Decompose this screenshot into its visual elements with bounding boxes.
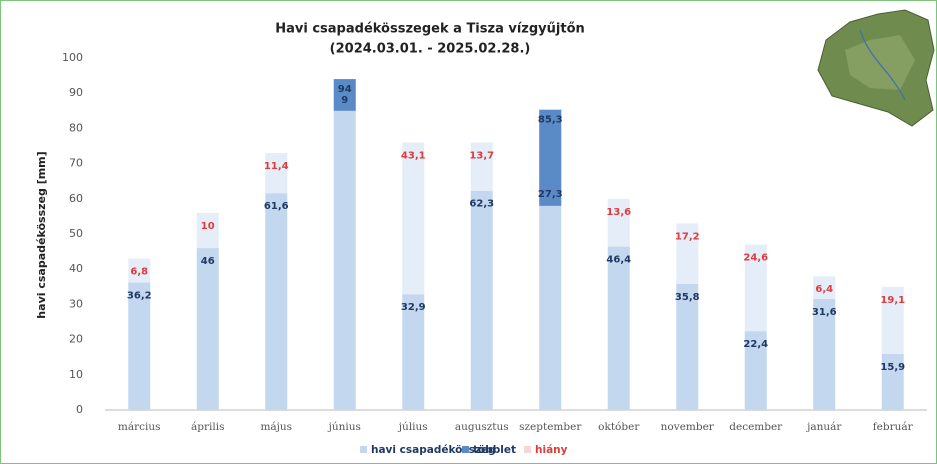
legend-label: hiány bbox=[535, 444, 568, 456]
chart-subtitle: (2024.03.01. - 2025.02.28.) bbox=[330, 42, 531, 57]
data-label: 6,8 bbox=[130, 267, 148, 278]
data-label: 36,2 bbox=[127, 291, 152, 302]
y-tick-label: 60 bbox=[69, 192, 83, 205]
data-label: 46,4 bbox=[606, 255, 631, 266]
y-tick-label: 10 bbox=[69, 368, 83, 381]
data-label: 27,3 bbox=[538, 189, 563, 200]
bar-segment bbox=[265, 193, 287, 410]
data-label: 6,4 bbox=[815, 284, 833, 295]
data-label: 13,7 bbox=[469, 150, 494, 161]
bar-segment bbox=[334, 79, 356, 410]
x-tick-label: július bbox=[397, 421, 428, 433]
legend-label: többlet bbox=[473, 444, 516, 456]
bar-segment bbox=[197, 248, 219, 410]
y-tick-label: 20 bbox=[69, 333, 83, 346]
y-tick-label: 0 bbox=[76, 403, 83, 416]
data-label: 61,6 bbox=[264, 201, 289, 212]
x-tick-label: március bbox=[118, 421, 161, 433]
y-tick-label: 70 bbox=[69, 157, 83, 170]
bar-segment bbox=[128, 283, 150, 410]
data-label: 46 bbox=[201, 256, 215, 267]
data-label: 19,1 bbox=[880, 295, 905, 306]
y-tick-label: 30 bbox=[69, 297, 83, 310]
data-label: 9 bbox=[341, 95, 348, 106]
chart: Havi csapadékösszegek a Tisza vízgyűjtőn… bbox=[0, 0, 937, 464]
data-label: 62,3 bbox=[469, 199, 494, 210]
data-label: 15,9 bbox=[880, 362, 905, 373]
legend-swatch bbox=[462, 446, 469, 453]
y-tick-label: 100 bbox=[62, 51, 83, 64]
bar-segment bbox=[265, 153, 287, 193]
data-label: 85,3 bbox=[538, 115, 563, 126]
data-label: 32,9 bbox=[401, 302, 426, 313]
legend-swatch bbox=[360, 446, 367, 453]
y-tick-label: 40 bbox=[69, 262, 83, 275]
data-label: 31,6 bbox=[812, 307, 837, 318]
legend-swatch bbox=[524, 446, 531, 453]
data-label: 10 bbox=[201, 221, 215, 232]
x-tick-label: január bbox=[805, 421, 842, 433]
data-label: 94 bbox=[338, 84, 352, 95]
data-label: 11,4 bbox=[264, 161, 289, 172]
x-tick-label: november bbox=[661, 421, 715, 433]
x-tick-label: október bbox=[598, 421, 640, 433]
x-tick-label: június bbox=[327, 421, 361, 433]
x-tick-label: szeptember bbox=[519, 421, 582, 433]
bar-segment bbox=[471, 191, 493, 410]
x-tick-label: április bbox=[191, 421, 224, 433]
data-label: 24,6 bbox=[743, 253, 768, 264]
data-label: 17,2 bbox=[675, 231, 700, 242]
x-tick-label: február bbox=[873, 421, 914, 433]
y-tick-label: 80 bbox=[69, 121, 83, 134]
x-tick-label: december bbox=[729, 421, 783, 433]
x-tick-label: május bbox=[260, 421, 292, 433]
chart-title: Havi csapadékösszegek a Tisza vízgyűjtőn bbox=[275, 22, 585, 37]
y-tick-label: 90 bbox=[69, 86, 83, 99]
data-label: 43,1 bbox=[401, 150, 426, 161]
y-tick-label: 50 bbox=[69, 227, 83, 240]
data-label: 13,6 bbox=[606, 207, 631, 218]
y-axis-title: havi csapadékösszeg [mm] bbox=[35, 151, 48, 318]
data-label: 35,8 bbox=[675, 292, 700, 303]
x-tick-label: augusztus bbox=[455, 421, 509, 433]
data-label: 22,4 bbox=[743, 339, 768, 350]
bar-segment bbox=[608, 247, 630, 410]
bar-segment bbox=[402, 142, 424, 294]
